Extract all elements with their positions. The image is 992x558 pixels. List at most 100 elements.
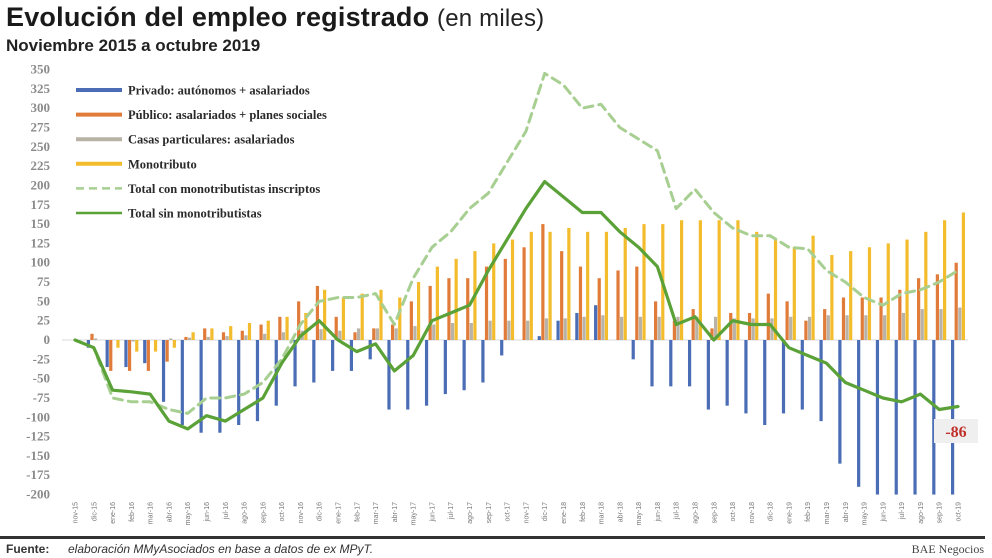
x-tick-label: ago-18	[693, 502, 700, 524]
bar-casas	[263, 333, 267, 340]
bar-privado	[124, 340, 128, 368]
y-tick-label: 225	[31, 158, 51, 173]
bar-publico	[278, 316, 282, 340]
bar-casas	[676, 316, 680, 340]
bar-monotributo	[679, 220, 684, 340]
bar-monotributo	[153, 340, 158, 352]
y-tick-label: -100	[26, 409, 50, 424]
bar-monotributo	[642, 224, 646, 340]
bar-casas	[620, 316, 624, 340]
bar-monotributo	[830, 255, 834, 340]
bar-publico	[935, 274, 940, 340]
bar-publico	[710, 328, 714, 340]
bar-monotributo	[323, 289, 327, 340]
x-tick-label: jun-17	[430, 502, 437, 523]
bar-monotributo	[548, 231, 552, 340]
bar-casas	[281, 332, 286, 340]
x-tick-label: feb-17	[354, 502, 361, 522]
x-tick-label: dic-15	[91, 502, 98, 521]
legend-item-total-sin: Total sin monotributistas	[76, 207, 262, 221]
y-tick-label: 100	[31, 255, 51, 270]
bar-casas	[789, 316, 793, 340]
bar-monotributo	[416, 282, 421, 340]
bar-casas	[657, 316, 661, 340]
bar-publico	[165, 340, 169, 362]
bar-casas	[582, 316, 586, 340]
bar-privado	[537, 336, 541, 340]
x-tick-label: mar-19	[824, 502, 831, 524]
bar-publico	[672, 320, 676, 340]
x-tick-label: ene-19	[786, 502, 793, 524]
bar-privado	[575, 312, 579, 340]
bar-monotributo	[229, 326, 233, 340]
bar-publico	[315, 285, 320, 340]
y-tick-label: -150	[26, 448, 50, 463]
bar-monotributo	[398, 297, 402, 340]
bar-publico	[616, 270, 620, 340]
x-tick-label: dic-17	[542, 502, 549, 521]
x-tick-label: oct-18	[730, 502, 737, 522]
bar-publico	[127, 340, 132, 371]
bar-monotributo	[454, 258, 458, 340]
x-tick-label: abr-16	[166, 502, 173, 522]
x-tick-label: ene-17	[336, 502, 343, 524]
bar-privado	[180, 340, 184, 425]
bar-publico	[221, 332, 226, 340]
x-tick-label: may-16	[185, 502, 192, 525]
bar-casas	[169, 338, 173, 340]
bar-monotributo	[135, 340, 139, 352]
y-tick-label: 125	[31, 235, 51, 250]
bar-privado	[443, 340, 447, 395]
x-tick-label: sep-18	[711, 502, 718, 524]
bar-privado	[687, 340, 692, 387]
y-tick-label: -25	[33, 351, 51, 366]
bar-privado	[293, 340, 297, 387]
bar-publico	[522, 247, 526, 340]
y-tick-label: -175	[26, 467, 50, 482]
bar-casas	[826, 315, 830, 340]
brand-logo-text: BAE Negocios	[911, 542, 984, 556]
bar-casas	[507, 320, 511, 340]
bar-casas	[225, 336, 229, 340]
x-tick-label: sep-16	[260, 502, 267, 524]
bar-privado	[875, 340, 880, 495]
x-tick-label: oct-19	[956, 502, 963, 522]
bar-privado	[462, 340, 466, 391]
y-tick-label: 25	[37, 313, 51, 328]
bar-publico	[372, 328, 376, 340]
source-label: Fuente:	[6, 542, 50, 556]
bar-privado	[594, 305, 598, 340]
bar-monotributo	[867, 247, 872, 340]
x-tick-label: sep-17	[486, 502, 493, 524]
bar-monotributo	[623, 227, 627, 340]
x-tick-label: jul-19	[899, 502, 906, 520]
bar-casas	[357, 328, 361, 340]
bar-publico	[691, 309, 695, 340]
bar-monotributo	[924, 231, 928, 340]
x-tick-label: jun-18	[655, 502, 662, 523]
bar-monotributo	[172, 340, 176, 348]
bar-casas	[469, 323, 473, 340]
bar-casas	[244, 335, 248, 340]
bar-publico	[259, 324, 263, 340]
bar-publico	[203, 328, 207, 340]
y-tick-label: 275	[31, 120, 51, 135]
chart-subtitle: Noviembre 2015 a octubre 2019	[6, 36, 261, 55]
last-value-callout: -86	[934, 419, 978, 443]
bar-privado	[331, 340, 335, 371]
bar-publico	[428, 285, 432, 340]
bar-privado	[669, 340, 673, 387]
bar-publico	[729, 312, 733, 340]
bar-monotributo	[736, 220, 740, 340]
bar-publico	[654, 301, 658, 340]
y-tick-label: 175	[31, 197, 51, 212]
y-tick-label: -75	[33, 390, 51, 405]
legend-label: Total con monotributistas inscriptos	[128, 182, 320, 196]
bar-series	[86, 212, 965, 495]
bar-publico	[785, 301, 789, 340]
bar-publico	[841, 297, 846, 340]
bar-publico	[898, 289, 902, 340]
bar-casas	[883, 315, 887, 340]
bar-monotributo	[304, 312, 308, 340]
x-tick-label: jun-16	[204, 502, 211, 523]
